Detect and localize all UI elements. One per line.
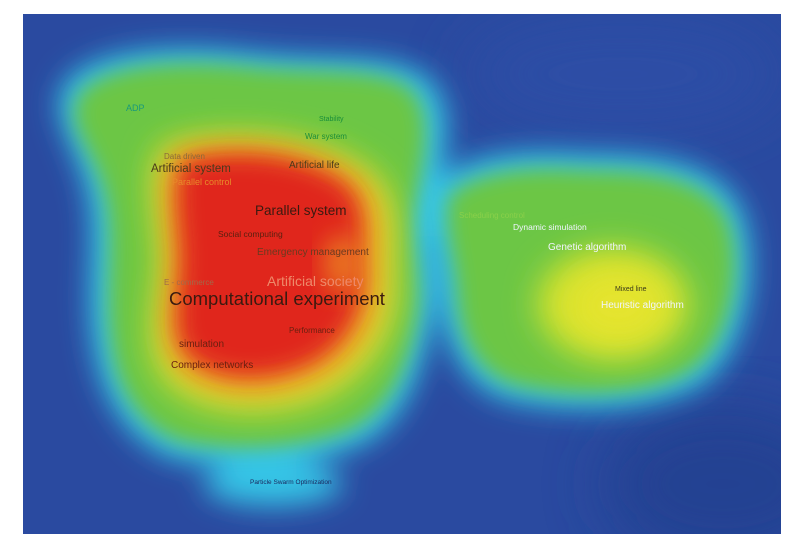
keyword-complex-networks[interactable]: Complex networks [171, 360, 254, 371]
keyword-e-commerce[interactable]: E - commerce [164, 278, 214, 287]
keyword-stability[interactable]: Stability [319, 116, 344, 123]
keyword-dynamic-simulation[interactable]: Dynamic simulation [513, 222, 587, 232]
keyword-artificial-life[interactable]: Artificial life [289, 160, 340, 171]
keyword-genetic-algorithm[interactable]: Genetic algorithm [548, 242, 627, 253]
keyword-simulation[interactable]: simulation [179, 339, 225, 350]
keyword-scheduling-control[interactable]: Scheduling control [459, 211, 525, 220]
keyword-emergency-management[interactable]: Emergency management [257, 247, 369, 258]
keyword-artificial-system[interactable]: Artificial system [151, 163, 231, 175]
keyword-data-driven[interactable]: Data driven [164, 152, 205, 161]
keyword-adp[interactable]: ADP [126, 103, 145, 113]
keyword-particle-swarm-optimization[interactable]: Particle Swarm Optimization [250, 479, 332, 486]
density-heatmap [23, 14, 781, 534]
keyword-mixed-line[interactable]: Mixed line [615, 286, 647, 293]
keyword-heuristic-algorithm[interactable]: Heuristic algorithm [601, 300, 684, 311]
keyword-social-computing[interactable]: Social computing [218, 229, 283, 239]
peak-density-region [175, 153, 364, 378]
keyword-artificial-society[interactable]: Artificial society [267, 273, 364, 289]
keyword-parallel-control[interactable]: Parallel control [172, 177, 232, 187]
keyword-density-map: ADP Stability War system Data driven Art… [23, 14, 781, 534]
keyword-computational-experiment[interactable]: Computational experiment [169, 288, 385, 309]
keyword-war-system[interactable]: War system [305, 132, 347, 141]
keyword-parallel-system[interactable]: Parallel system [255, 203, 347, 218]
keyword-performance[interactable]: Performance [289, 326, 335, 335]
